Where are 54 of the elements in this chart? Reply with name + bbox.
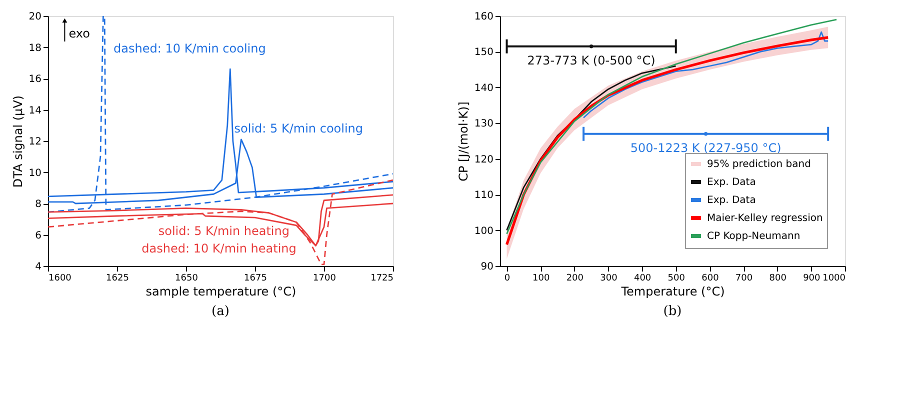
- y-tick-label: 130: [474, 118, 494, 130]
- x-tick-label: 1700: [313, 274, 336, 284]
- x-axis-title: sample temperature (°C): [146, 284, 296, 298]
- y-tick-label: 14: [28, 105, 42, 116]
- y-tick-label: 8: [35, 199, 42, 210]
- y-tick-label: 100: [474, 226, 494, 237]
- legend-label: Exp. Data: [707, 195, 756, 206]
- y-axis-title: DTA signal (µV): [10, 95, 25, 188]
- y-tick-label: 120: [474, 154, 494, 166]
- x-tick-label: 200: [566, 274, 584, 284]
- y-tick-label: 20: [28, 12, 42, 22]
- x-tick-label: 1675: [244, 274, 267, 284]
- x-axis-title: Temperature (°C): [620, 284, 725, 298]
- line-series: [48, 16, 393, 213]
- y-tick-label: 10: [28, 168, 42, 179]
- annotation: dashed: 10 K/min cooling: [114, 42, 266, 56]
- y-tick-label: 18: [28, 42, 42, 54]
- y-axis-title: CP [J/(mol·K)]: [456, 102, 470, 182]
- y-tick-label: 4: [35, 262, 42, 272]
- text: (a): [212, 304, 230, 319]
- x-tick-label: 600: [702, 274, 720, 284]
- y-tick-label: 6: [35, 230, 42, 242]
- x-tick-label: 500: [668, 274, 686, 284]
- legend-label: CP Kopp-Neumann: [707, 231, 800, 242]
- x-tick-label: 0: [504, 274, 510, 284]
- annotation: solid: 5 K/min heating: [158, 224, 290, 238]
- line-series: [582, 31, 829, 118]
- legend-label: 95% prediction band: [707, 159, 811, 170]
- x-tick-label: 700: [735, 274, 753, 284]
- y-tick-label: 110: [474, 190, 494, 202]
- x-tick-label: 900: [803, 274, 821, 284]
- x-tick-label: 1650: [175, 274, 198, 284]
- x-tick-label: 1725: [370, 274, 394, 284]
- y-tick-label: 150: [474, 47, 494, 58]
- x-tick-label: 800: [769, 274, 787, 284]
- annotation: dashed: 10 K/min heating: [142, 242, 296, 256]
- annotation: solid: 5 K/min cooling: [234, 122, 364, 136]
- y-tick-label: 160: [474, 12, 494, 22]
- x-tick-label: 300: [600, 274, 618, 284]
- y-tick-label: 90: [480, 262, 494, 272]
- x-tick-label: 1000: [822, 274, 846, 284]
- y-tick-label: 12: [28, 136, 42, 148]
- annotation: 500-1223 K (227-950 °C): [630, 140, 782, 155]
- x-tick-label: 1625: [106, 274, 129, 284]
- x-tick-label: 1600: [48, 274, 72, 284]
- legend-label: Exp. Data: [707, 177, 756, 188]
- x-tick-label: 100: [532, 274, 550, 284]
- y-tick-label: 16: [28, 74, 42, 85]
- annotation: exo: [68, 26, 90, 40]
- x-tick-label: 400: [634, 274, 652, 284]
- text: (b): [663, 304, 682, 319]
- y-tick-label: 140: [474, 82, 494, 94]
- legend-label: Maier-Kelley regression: [707, 213, 823, 224]
- annotation: 273-773 K (0-500 °C): [527, 53, 656, 68]
